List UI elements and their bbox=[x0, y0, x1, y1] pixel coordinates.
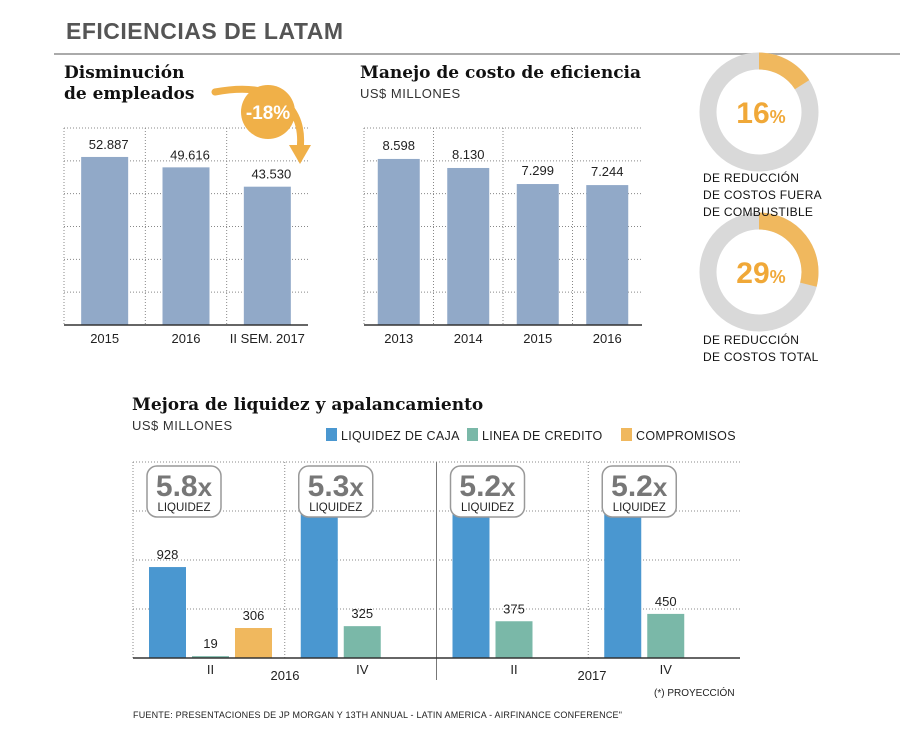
data-label: 52.887 bbox=[89, 137, 129, 152]
change-badge: -18% bbox=[246, 103, 290, 124]
donut-2-caption-line: DE COSTOS TOTAL bbox=[703, 350, 819, 364]
liquidity-chart-title: Mejora de liquidez y apalancamiento bbox=[132, 395, 484, 415]
bar bbox=[162, 167, 210, 325]
category-label: 2015 bbox=[90, 331, 119, 346]
costs-chart-subtitle: US$ MILLONES bbox=[360, 86, 461, 101]
title-divider bbox=[54, 53, 900, 55]
category-label: 2016 bbox=[172, 331, 201, 346]
donut-1-caption: DE REDUCCIÓN DE COSTOS FUERA DE COMBUSTI… bbox=[703, 170, 822, 221]
employees-title-line1: Disminución bbox=[64, 63, 185, 83]
projection-note: (*) PROYECCIÓN bbox=[654, 688, 735, 699]
change-badge-circle bbox=[241, 85, 295, 139]
decline-arrowhead bbox=[289, 145, 311, 164]
employees-title-line2: de empleados bbox=[64, 84, 195, 104]
donut-1-caption-line: DE REDUCCIÓN bbox=[703, 171, 800, 185]
data-label: 49.616 bbox=[170, 147, 210, 162]
employees-chart-title: Disminución de empleados bbox=[64, 63, 194, 105]
donut-2-caption-line: DE REDUCCIÓN bbox=[703, 333, 800, 347]
donut-2-caption: DE REDUCCIÓN DE COSTOS TOTAL bbox=[703, 332, 819, 366]
donut-1-caption-line: DE COSTOS FUERA bbox=[703, 188, 822, 202]
data-label: 43.530 bbox=[251, 167, 291, 182]
costs-chart-title: Manejo de costo de eficiencia bbox=[360, 63, 642, 83]
liquidity-chart-subtitle: US$ MILLONES bbox=[132, 418, 233, 433]
category-label: II SEM. 2017 bbox=[230, 331, 305, 346]
page-title: EFICIENCIAS DE LATAM bbox=[66, 18, 344, 44]
bar bbox=[81, 156, 129, 325]
donut-1-caption-line: DE COMBUSTIBLE bbox=[703, 205, 814, 219]
source-footer: FUENTE: PRESENTACIONES DE JP MORGAN Y 13… bbox=[133, 710, 623, 720]
bar bbox=[243, 186, 291, 325]
